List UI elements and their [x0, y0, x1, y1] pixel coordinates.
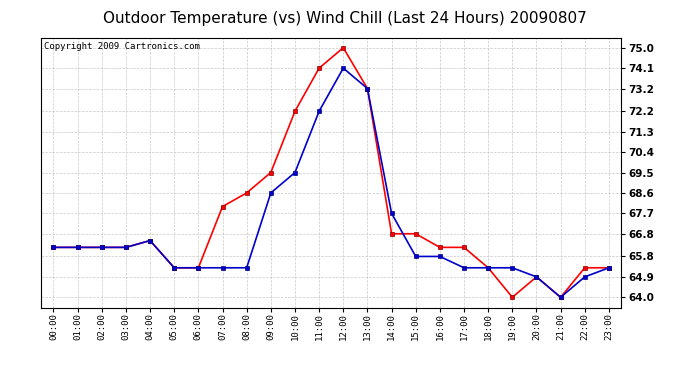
- Text: Outdoor Temperature (vs) Wind Chill (Last 24 Hours) 20090807: Outdoor Temperature (vs) Wind Chill (Las…: [103, 11, 587, 26]
- Text: Copyright 2009 Cartronics.com: Copyright 2009 Cartronics.com: [44, 42, 200, 51]
